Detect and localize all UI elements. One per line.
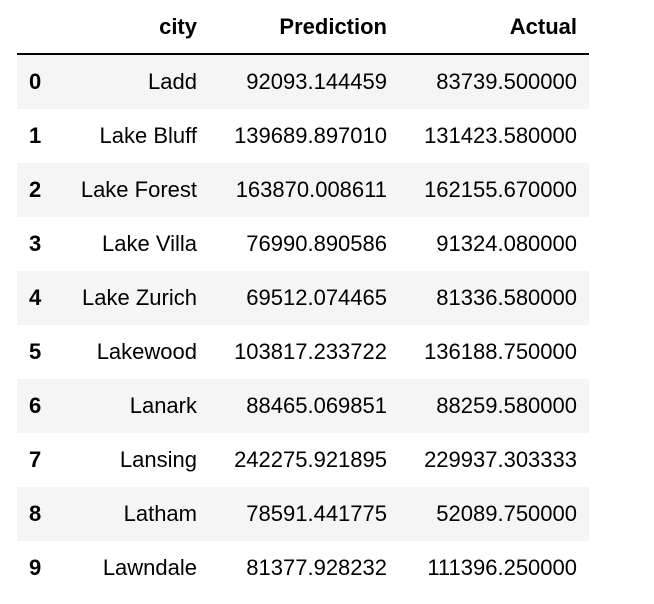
row-index: 7 — [29, 447, 42, 472]
row-index: 2 — [29, 177, 42, 202]
city-header: city — [55, 0, 209, 55]
table-row: 9 Lawndale 81377.928232 111396.250000 — [17, 541, 589, 595]
city-cell: Lake Bluff — [99, 123, 197, 148]
city-cell: Lansing — [119, 447, 197, 472]
actual-cell: 91324.080000 — [436, 231, 577, 256]
city-cell: Latham — [123, 501, 197, 526]
row-index: 5 — [29, 339, 42, 364]
actual-cell: 111396.250000 — [427, 555, 577, 580]
dataframe-output: city Prediction Actual 0 Ladd 92093.1444… — [17, 0, 589, 595]
city-cell: Ladd — [148, 69, 197, 94]
prediction-cell: 242275.921895 — [234, 447, 387, 472]
prediction-cell: 92093.144459 — [246, 69, 387, 94]
table-row: 6 Lanark 88465.069851 88259.580000 — [17, 379, 589, 433]
table-row: 3 Lake Villa 76990.890586 91324.080000 — [17, 217, 589, 271]
actual-cell: 162155.670000 — [424, 177, 577, 202]
actual-cell: 88259.580000 — [436, 393, 577, 418]
table-row: 5 Lakewood 103817.233722 136188.750000 — [17, 325, 589, 379]
header-row: city Prediction Actual — [17, 0, 589, 55]
row-index: 1 — [29, 123, 42, 148]
city-cell: Lake Forest — [80, 177, 197, 202]
table-row: 7 Lansing 242275.921895 229937.303333 — [17, 433, 589, 487]
dataframe-table: city Prediction Actual 0 Ladd 92093.1444… — [17, 0, 589, 595]
table-row: 2 Lake Forest 163870.008611 162155.67000… — [17, 163, 589, 217]
actual-cell: 229937.303333 — [424, 447, 577, 472]
table-row: 1 Lake Bluff 139689.897010 131423.580000 — [17, 109, 589, 163]
actual-cell: 83739.500000 — [436, 69, 577, 94]
prediction-cell: 76990.890586 — [246, 231, 387, 256]
row-index: 8 — [29, 501, 42, 526]
prediction-cell: 69512.074465 — [246, 285, 387, 310]
prediction-cell: 103817.233722 — [234, 339, 387, 364]
prediction-cell: 81377.928232 — [246, 555, 387, 580]
table-header: city Prediction Actual — [17, 0, 589, 55]
table-body: 0 Ladd 92093.144459 83739.500000 1 Lake … — [17, 54, 589, 595]
row-index: 9 — [29, 555, 42, 580]
prediction-header: Prediction — [209, 0, 399, 55]
prediction-cell: 88465.069851 — [246, 393, 387, 418]
row-index: 4 — [29, 285, 42, 310]
row-index: 3 — [29, 231, 42, 256]
row-index: 6 — [29, 393, 42, 418]
actual-cell: 131423.580000 — [424, 123, 577, 148]
actual-cell: 81336.580000 — [436, 285, 577, 310]
prediction-cell: 163870.008611 — [235, 177, 387, 202]
prediction-cell: 78591.441775 — [246, 501, 387, 526]
table-row: 4 Lake Zurich 69512.074465 81336.580000 — [17, 271, 589, 325]
city-cell: Lakewood — [96, 339, 197, 364]
actual-cell: 52089.750000 — [436, 501, 577, 526]
prediction-cell: 139689.897010 — [234, 123, 387, 148]
city-cell: Lake Zurich — [82, 285, 197, 310]
city-cell: Lanark — [129, 393, 197, 418]
actual-cell: 136188.750000 — [424, 339, 577, 364]
city-cell: Lake Villa — [102, 231, 197, 256]
table-row: 0 Ladd 92093.144459 83739.500000 — [17, 54, 589, 109]
row-index: 0 — [29, 69, 42, 94]
table-row: 8 Latham 78591.441775 52089.750000 — [17, 487, 589, 541]
index-header — [17, 0, 55, 55]
city-cell: Lawndale — [102, 555, 197, 580]
actual-header: Actual — [399, 0, 589, 55]
